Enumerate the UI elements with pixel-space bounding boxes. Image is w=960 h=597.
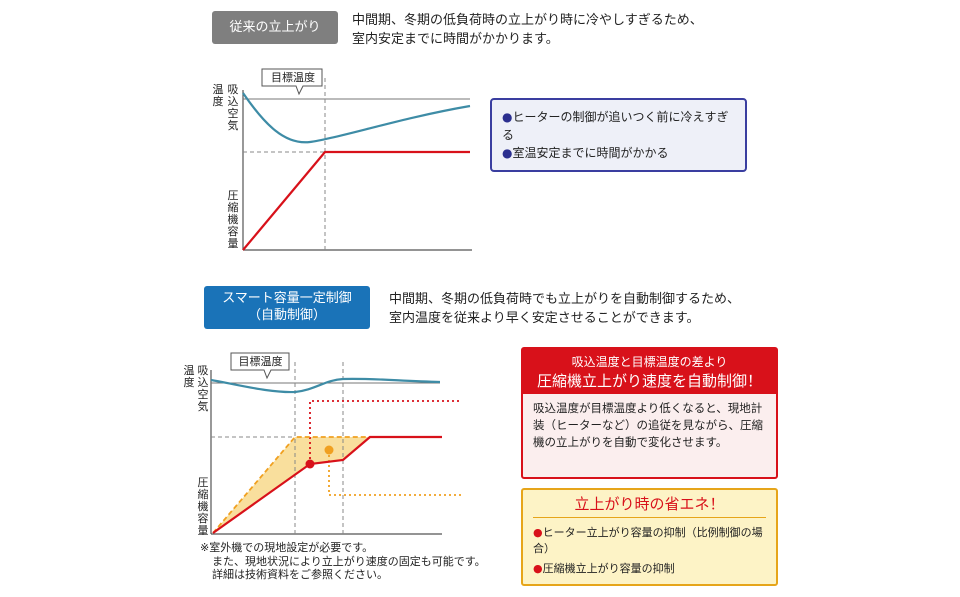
energy-saving-panel: 立上がり時の省エネ！ ●ヒーター立上がり容量の抑制（比例制御の場合） ●圧縮機立… — [521, 488, 778, 586]
smart-desc-line-2: 室内温度を従来より早く安定させることができます。 — [389, 311, 700, 326]
smart-compressor-line — [212, 435, 442, 534]
smart-description: 中間期、冬期の低負荷時でも立上がりを自動制御するため、 室内温度を従来より早く安… — [389, 290, 740, 328]
conventional-note-box: ●ヒーターの制御が追いつく前に冷えすぎる ●室温安定までに時間がかかる — [490, 98, 747, 172]
bullet-icon: ● — [533, 562, 543, 575]
auto-control-header-line-2: 圧縮機立上がり速度を自動制御！ — [536, 372, 762, 390]
conventional-target-label: 目標温度 — [271, 71, 315, 84]
smart-axis-label-compressor: 圧縮機容量 — [197, 476, 209, 537]
footnote-line-3: 詳細は技術資料をご参照ください。 — [212, 568, 388, 581]
conventional-axis-label-air: 吸込空気 — [227, 83, 239, 132]
smart-tag-line-1: スマート容量一定制御 — [222, 291, 352, 306]
energy-saving-item-2: ●圧縮機立上がり容量の抑制 — [533, 562, 675, 575]
energy-saving-title: 立上がり時の省エネ！ — [533, 490, 766, 518]
bullet-icon: ● — [502, 146, 513, 160]
energy-saving-item-1: ●ヒーター立上がり容量の抑制（比例制御の場合） — [533, 526, 763, 555]
smart-heater-reduced-dotted — [328, 450, 462, 496]
bullet-icon: ● — [502, 110, 513, 124]
smart-conventional-ramp — [212, 436, 370, 534]
conventional-note-item-1: ●ヒーターの制御が追いつく前に冷えすぎる — [502, 110, 729, 142]
smart-axis-label-temp: 温度 — [183, 364, 195, 389]
auto-control-body: 吸込温度が目標温度より低くなると、現地計装（ヒーターなど）の追従を見ながら、圧縮… — [533, 401, 763, 449]
smart-tag-line-2: （自動制御） — [247, 308, 326, 323]
smart-tag: スマート容量一定制御 （自動制御） — [204, 286, 370, 329]
conventional-axis-label-compressor: 圧縮機容量 — [227, 189, 239, 250]
conventional-temperature-curve — [242, 92, 471, 144]
smart-axis-label-air: 吸込空気 — [197, 364, 209, 413]
smart-target-callout — [230, 352, 290, 380]
footnote-line-1: ※室外機での現地設定が必要です。 — [200, 541, 374, 554]
smart-red-marker — [305, 459, 315, 469]
smart-orange-marker — [324, 445, 334, 455]
footnote-line-2: また、現地状況により立上がり速度の固定も可能です。 — [212, 554, 486, 568]
smart-target-label: 目標温度 — [238, 355, 283, 368]
smart-heater-dotted-line — [309, 400, 462, 464]
conventional-desc-line-2: 室内安定までに時間がかかります。 — [352, 32, 559, 47]
conventional-tag: 従来の立上がり — [212, 11, 338, 44]
bullet-icon: ● — [533, 526, 543, 539]
conventional-description: 中間期、冬期の低負荷時の立上がり時に冷やしすぎるため、 室内安定までに時間がかか… — [352, 11, 703, 49]
conventional-axis-label-temp: 温度 — [212, 83, 224, 108]
conventional-note-item-2: ●室温安定までに時間がかかる — [502, 146, 669, 160]
smart-temperature-curve — [210, 377, 441, 394]
auto-control-header-line-1: 吸込温度と目標温度の差より — [571, 355, 728, 369]
smart-saving-area — [213, 437, 370, 533]
conventional-compressor-line — [242, 150, 470, 251]
conventional-target-callout — [261, 68, 323, 96]
smart-desc-line-1: 中間期、冬期の低負荷時でも立上がりを自動制御するため、 — [389, 292, 741, 307]
auto-control-panel: 吸込温度と目標温度の差より 圧縮機立上がり速度を自動制御！ 吸込温度が目標温度よ… — [521, 347, 778, 479]
auto-control-header: 吸込温度と目標温度の差より 圧縮機立上がり速度を自動制御！ — [523, 349, 776, 394]
smart-footnotes: ※室外機での現地設定が必要です。 また、現地状況により立上がり速度の固定も可能で… — [200, 541, 486, 582]
conventional-desc-line-1: 中間期、冬期の低負荷時の立上がり時に冷やしすぎるため、 — [352, 13, 703, 28]
